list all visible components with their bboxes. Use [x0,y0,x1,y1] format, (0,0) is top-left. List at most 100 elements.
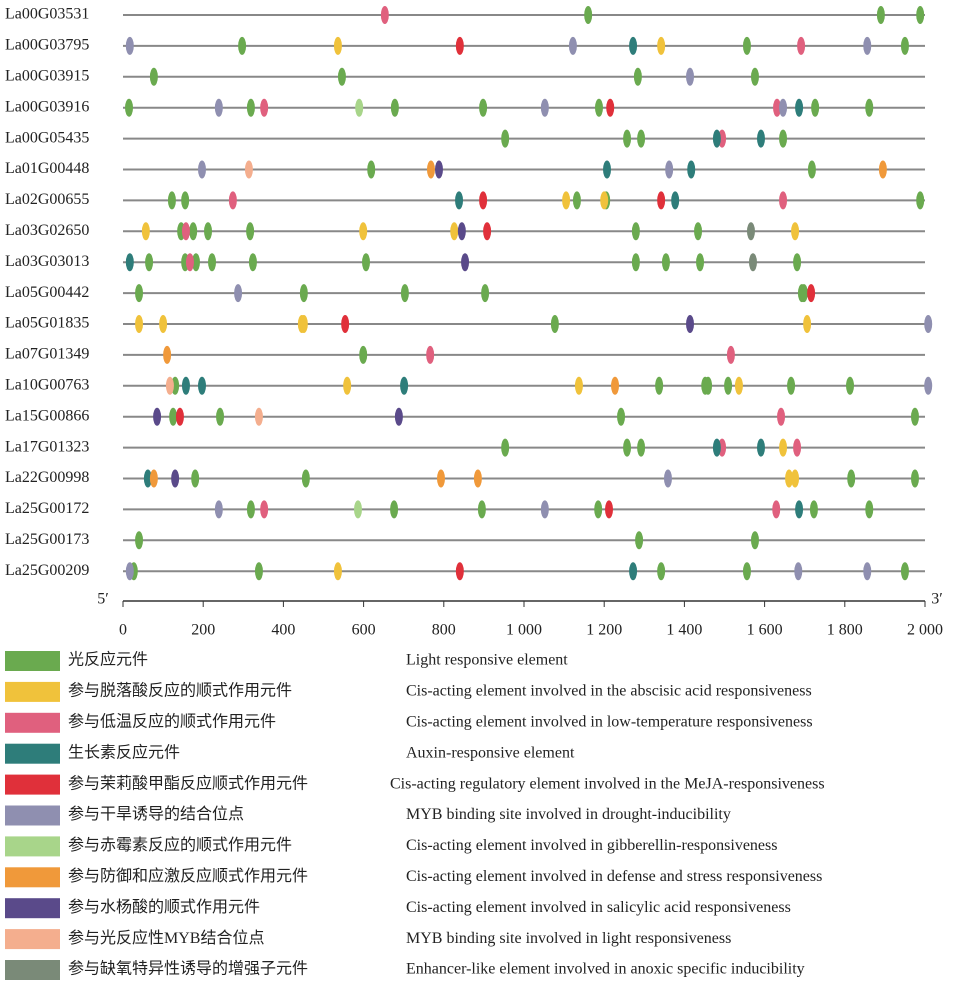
gene-label: La22G00998 [5,469,89,486]
element-mark [550,315,559,333]
element-mark [343,376,352,395]
element-mark [149,67,158,86]
x-tick-label: 1 000 [506,622,542,639]
element-mark [629,562,638,581]
element-mark [791,469,800,488]
gene-label: La17G01323 [5,438,89,455]
element-mark [260,98,269,117]
legend-label: 参与缺氧特异性诱导的增强子元件 [68,960,308,978]
legend-label: 参与光反应性MYB结合位点 [68,928,264,947]
element-mark [748,253,757,272]
element-mark [333,36,342,55]
element-mark [359,222,368,241]
element-mark [742,36,751,55]
element-mark [726,345,735,364]
legend-description: Cis-acting element involved in gibberell… [406,837,777,854]
element-mark [712,129,721,148]
element-mark [208,253,217,272]
element-mark [562,191,571,210]
element-mark [359,345,368,364]
element-mark [671,191,680,210]
element-mark [214,500,223,519]
legend-description: Cis-acting regulatory element involved i… [390,775,825,792]
element-mark [617,407,626,426]
element-mark [756,438,765,457]
element-mark [246,500,255,519]
element-mark [777,407,786,426]
legend-swatch [5,867,60,888]
x-tick-label: 200 [191,622,215,639]
legend-description: Cis-acting element involved in the absci… [406,683,812,700]
element-mark [341,315,350,333]
element-mark [572,191,581,210]
element-mark [301,469,310,488]
element-mark [171,469,180,488]
element-mark [657,562,666,581]
element-mark [910,469,919,488]
element-mark [779,438,788,457]
gene-label: La00G03916 [5,98,89,115]
legend-swatch [5,743,60,764]
element-mark [629,36,638,55]
element-mark [584,6,593,24]
legend-swatch [5,836,60,857]
legend-description: Auxin-responsive element [406,744,575,761]
gene-label: La01G00448 [5,160,89,177]
element-mark [299,284,308,303]
element-mark [228,191,237,210]
element-mark [189,222,198,241]
element-mark [600,191,609,210]
gene-label: La07G01349 [5,346,89,363]
element-mark [390,98,399,117]
element-mark [479,98,488,117]
x-tick-label: 400 [271,622,295,639]
element-mark [865,500,874,519]
element-mark [141,222,150,241]
element-mark [631,222,640,241]
element-mark [773,98,782,117]
element-mark [704,376,713,395]
element-mark [204,222,213,241]
start-label: 5′ [97,591,109,608]
element-mark [181,191,190,210]
element-mark [400,284,409,303]
element-mark [234,284,243,303]
element-mark [191,469,200,488]
gene-label: La15G00866 [5,407,89,424]
element-mark [924,315,933,333]
element-mark [696,253,705,272]
element-mark [865,98,874,117]
gene-label: La00G03915 [5,67,89,84]
element-mark [165,376,174,395]
element-mark [574,376,583,395]
element-mark [900,562,909,581]
element-mark [734,376,743,395]
element-mark [807,284,816,303]
gene-label: La25G00172 [5,500,89,517]
element-mark [807,160,816,179]
legend-swatch [5,929,60,950]
x-tick-label: 2 000 [907,622,943,639]
element-mark [910,407,919,426]
legend-description: MYB binding site involved in light respo… [406,930,731,947]
legend-description: Light responsive element [406,652,568,669]
element-mark [434,160,443,179]
element-mark [924,376,933,395]
element-mark [633,67,642,86]
gene-label: La00G03531 [5,6,89,23]
element-mark [501,129,510,148]
element-mark [455,562,464,581]
element-mark [787,376,796,395]
gene-label: La03G03013 [5,253,89,270]
x-tick-label: 1 200 [586,622,622,639]
element-mark [793,438,802,457]
element-mark [779,129,788,148]
element-mark [795,500,804,519]
element-mark [655,376,664,395]
element-mark [125,36,134,55]
element-mark [159,315,168,333]
element-mark [390,500,399,519]
element-mark [400,376,409,395]
element-mark [611,376,620,395]
